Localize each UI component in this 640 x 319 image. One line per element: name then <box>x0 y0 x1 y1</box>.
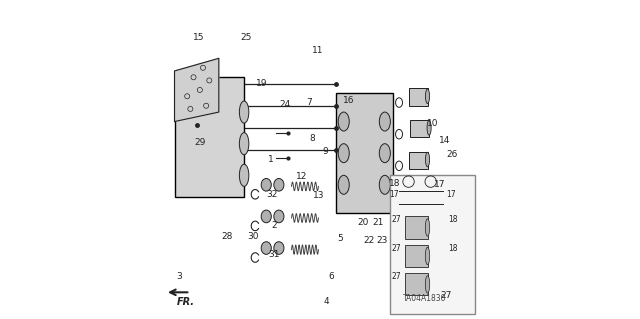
Text: 3: 3 <box>177 272 182 281</box>
Text: 1: 1 <box>268 155 274 164</box>
Text: 21: 21 <box>372 218 383 227</box>
Text: 29: 29 <box>194 137 205 147</box>
Ellipse shape <box>380 144 390 163</box>
Text: 13: 13 <box>314 191 325 200</box>
Ellipse shape <box>338 112 349 131</box>
Bar <box>408 88 428 106</box>
Text: 17: 17 <box>447 190 456 199</box>
Text: 27: 27 <box>441 291 452 300</box>
Text: TA04A1830: TA04A1830 <box>403 294 446 303</box>
Text: FR.: FR. <box>177 297 195 307</box>
Text: 4: 4 <box>323 297 329 306</box>
Bar <box>410 120 429 137</box>
Text: 5: 5 <box>338 234 344 243</box>
Ellipse shape <box>338 144 349 163</box>
Ellipse shape <box>426 152 429 167</box>
Ellipse shape <box>274 242 284 254</box>
Text: 26: 26 <box>446 150 458 159</box>
Text: 23: 23 <box>376 236 388 245</box>
Text: 30: 30 <box>247 233 259 241</box>
Text: 17: 17 <box>390 190 399 199</box>
Text: 18: 18 <box>448 243 458 253</box>
Text: 10: 10 <box>426 119 438 128</box>
Ellipse shape <box>380 112 390 131</box>
Text: 20: 20 <box>358 218 369 227</box>
Text: 14: 14 <box>439 136 451 145</box>
Bar <box>405 216 428 239</box>
Bar <box>405 245 428 267</box>
Text: 16: 16 <box>342 97 354 106</box>
Ellipse shape <box>426 247 429 265</box>
Text: 22: 22 <box>364 236 374 245</box>
Text: 28: 28 <box>221 233 232 241</box>
Text: 27: 27 <box>391 272 401 281</box>
Text: 6: 6 <box>328 272 334 281</box>
Ellipse shape <box>426 219 429 236</box>
Text: 7: 7 <box>306 98 312 107</box>
Ellipse shape <box>239 133 249 155</box>
Ellipse shape <box>427 121 431 135</box>
Text: 8: 8 <box>310 134 316 144</box>
Text: 15: 15 <box>193 33 204 42</box>
Ellipse shape <box>380 175 390 194</box>
Ellipse shape <box>426 276 429 293</box>
Ellipse shape <box>426 89 429 104</box>
Ellipse shape <box>239 101 249 123</box>
Text: 25: 25 <box>240 33 252 42</box>
Ellipse shape <box>239 164 249 186</box>
Text: 18: 18 <box>389 179 401 188</box>
Text: 12: 12 <box>296 172 307 182</box>
Ellipse shape <box>274 178 284 191</box>
Bar <box>336 93 393 213</box>
Bar <box>408 152 428 169</box>
Text: 24: 24 <box>280 100 291 109</box>
Text: 2: 2 <box>271 221 277 230</box>
Ellipse shape <box>274 210 284 223</box>
Bar <box>175 77 244 197</box>
Text: 19: 19 <box>256 79 268 88</box>
Text: 32: 32 <box>266 190 277 199</box>
Ellipse shape <box>338 175 349 194</box>
Text: 11: 11 <box>312 46 323 55</box>
Ellipse shape <box>261 210 271 223</box>
Ellipse shape <box>261 242 271 254</box>
Bar <box>390 175 475 315</box>
Text: 27: 27 <box>391 243 401 253</box>
Text: 17: 17 <box>433 180 445 189</box>
Bar <box>405 273 428 295</box>
Text: 27: 27 <box>391 215 401 224</box>
Ellipse shape <box>261 178 271 191</box>
Ellipse shape <box>427 184 431 198</box>
Text: 18: 18 <box>448 215 458 224</box>
Polygon shape <box>175 58 219 122</box>
Bar <box>410 183 429 201</box>
Text: 31: 31 <box>268 250 280 259</box>
Bar <box>408 215 428 232</box>
Ellipse shape <box>426 215 429 230</box>
Text: 9: 9 <box>323 147 328 156</box>
